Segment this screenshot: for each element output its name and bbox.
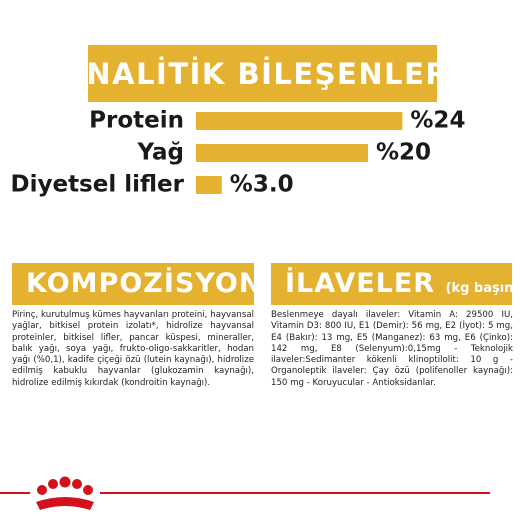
crown-logo: [36, 476, 94, 510]
bar: [196, 176, 222, 194]
value-label: %20: [376, 140, 431, 166]
additives-text: Beslenmeye dayalı ilaveler: Vitamin A: 2…: [271, 310, 513, 388]
composition-header: KOMPOZİSYON: [12, 263, 261, 305]
category-label: Yağ: [136, 140, 184, 166]
section-title: KOMPOZİSYON: [26, 268, 263, 299]
analysis-chart: ANALİTİK BİLEŞENLERİ Protein %24 Yağ %20 Diy…: [11, 45, 465, 198]
value-label: %24: [410, 108, 465, 134]
category-label: Protein: [89, 108, 184, 134]
category-label: Diyetsel lifler: [11, 172, 185, 198]
brand-footer: [0, 476, 490, 510]
composition-text: Pirinç, kurutulmuş kümes hayvanları prot…: [12, 310, 254, 388]
bar: [196, 112, 403, 130]
value-label: %3.0: [230, 172, 294, 198]
section-title: İLAVELER: [285, 268, 436, 299]
additives-header: İLAVELER (kg başına): [271, 263, 525, 305]
section-subtitle: (kg başına): [445, 281, 525, 296]
chart-title: ANALİTİK BİLEŞENLERİ: [62, 57, 461, 91]
title-banner: [88, 45, 437, 102]
bar: [196, 144, 368, 162]
